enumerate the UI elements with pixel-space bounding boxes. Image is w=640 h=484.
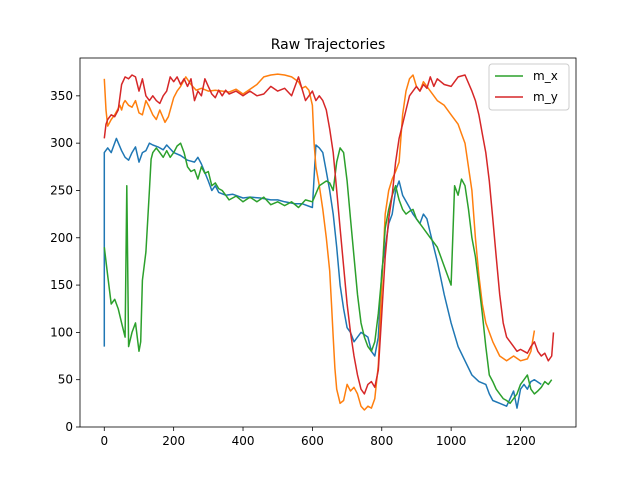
y-tick-label: 100 [50,325,73,339]
legend-label: m_y [533,90,558,104]
plot-frame [79,57,577,428]
series-layer [103,73,555,411]
series-line-3 [103,142,553,405]
y-tick-label: 150 [50,278,73,292]
series-line-2 [103,73,536,411]
chart-title: Raw Trajectories [271,37,386,53]
series-line-1 [103,137,542,409]
y-tick-label: 0 [65,420,73,434]
x-tick-label: 0 [100,434,108,448]
x-tick-label: 1000 [436,434,467,448]
axes-layer: 0 200 400 600 800 1000 1200 0 50 100 150 200 250 300 3… [50,57,577,448]
series-line-4 [103,74,555,395]
x-tick-label: 600 [301,434,324,448]
y-tick-label: 350 [50,89,73,103]
legend: m_x m_y [488,63,570,111]
x-tick-label: 1200 [505,434,536,448]
x-tick-label: 400 [232,434,255,448]
x-tick-label: 200 [162,434,185,448]
y-tick-label: 200 [50,231,73,245]
y-tick-label: 50 [58,373,73,387]
x-tick-label: 800 [370,434,393,448]
legend-label: m_x [533,69,558,83]
y-tick-label: 250 [50,183,73,197]
y-tick-label: 300 [50,136,73,150]
